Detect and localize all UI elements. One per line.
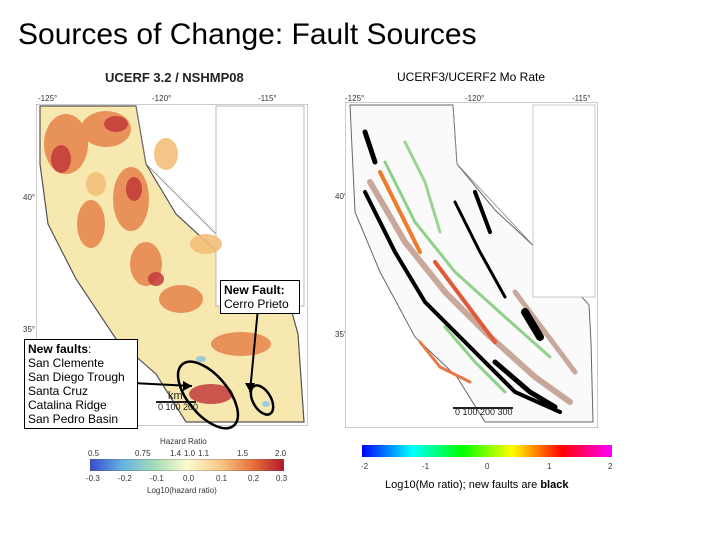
callout-heading-suffix: :: [88, 342, 92, 356]
moment-rate-colorbar: [362, 445, 612, 457]
km-label: km: [168, 390, 183, 402]
mo-colorbar-label: 1: [547, 462, 552, 471]
left-lon-tick: -125°: [38, 94, 58, 103]
right-scale-bar-label: 0 100 200 300: [455, 407, 513, 417]
right-lon-tick: -120°: [465, 94, 485, 103]
colorbar-bottom-label: 0.1: [216, 474, 228, 483]
callout-heading: New Fault:: [224, 283, 285, 297]
colorbar-top-label: 0.75: [135, 449, 151, 458]
callout-line: Santa Cruz: [28, 384, 89, 398]
colorbar-bottom-label: 0.3: [276, 474, 288, 483]
colorbar-top-label: 1.1: [198, 449, 210, 458]
hazard-colorbar-caption: Log10(hazard ratio): [147, 486, 217, 495]
mo-caption-text: Log10(Mo ratio); new faults are: [385, 479, 541, 491]
right-lat-tick: 35°: [335, 330, 348, 339]
colorbar-top-label: 1.4: [170, 449, 182, 458]
mo-colorbar-label: 2: [608, 462, 613, 471]
left-lat-tick: 35°: [23, 325, 36, 334]
mo-colorbar-label: -1: [422, 462, 430, 471]
left-lat-tick: 40°: [23, 193, 36, 202]
colorbar-top-label: 0.5: [88, 449, 100, 458]
callout-line: Cerro Prieto: [224, 297, 289, 311]
mo-colorbar-label: -2: [361, 462, 369, 471]
colorbar-bottom-label: -0.2: [118, 474, 132, 483]
right-map-title: UCERF3/UCERF2 Mo Rate: [397, 70, 546, 84]
new-faults-callout: New faults: San Clemente San Diego Troug…: [24, 339, 138, 429]
callout-line: San Pedro Basin: [28, 412, 119, 426]
colorbar-bottom-label: -0.1: [150, 474, 164, 483]
right-lon-tick: -115°: [572, 94, 591, 103]
colorbar-bottom-label: 0.2: [248, 474, 260, 483]
colorbar-top-label: 2.0: [275, 449, 287, 458]
mo-colorbar-caption: Log10(Mo ratio); new faults are black: [385, 479, 568, 491]
right-lon-tick: -125°: [345, 94, 365, 103]
hazard-ratio-map: [36, 104, 308, 426]
colorbar-bottom-label: 0.0: [183, 474, 195, 483]
callout-line: San Clemente: [28, 356, 105, 370]
hazard-ratio-colorbar: [90, 459, 284, 471]
callout-line: San Diego Trough: [28, 370, 125, 384]
colorbar-top-label: 1.5: [237, 449, 249, 458]
cerro-prieto-callout: New Fault: Cerro Prieto: [220, 280, 300, 314]
hazard-colorbar-title: Hazard Ratio: [160, 437, 207, 446]
mo-colorbar-label: 0: [485, 462, 490, 471]
left-lon-tick: -120°: [152, 94, 172, 103]
left-map-title: UCERF 3.2 / NSHMP08: [105, 70, 244, 85]
right-lat-tick: 40°: [335, 192, 348, 201]
slide-title: Sources of Change: Fault Sources: [18, 18, 477, 51]
left-lon-tick: -115°: [258, 94, 277, 103]
callout-line: Catalina Ridge: [28, 398, 107, 412]
left-scale-bar-label: 0 100 200: [158, 402, 199, 412]
mo-caption-bold: black: [540, 479, 569, 491]
colorbar-bottom-label: -0.3: [86, 474, 100, 483]
callout-heading: New faults: [28, 342, 89, 356]
moment-rate-ratio-map: [345, 102, 598, 428]
colorbar-top-label: 1.0: [184, 449, 196, 458]
